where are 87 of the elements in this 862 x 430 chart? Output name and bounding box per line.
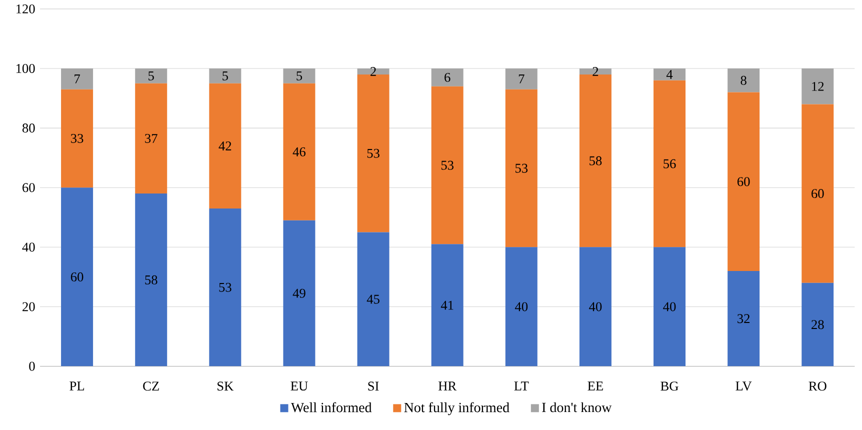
data-label: 2 (370, 66, 376, 76)
x-tick-label: LT (514, 382, 529, 390)
bar (728, 92, 760, 271)
bar (283, 83, 316, 220)
x-tick-label: LV (736, 382, 752, 390)
data-label: 56 (664, 159, 676, 168)
data-label: 42 (218, 141, 232, 150)
bar (283, 220, 316, 366)
data-label: 60 (70, 272, 84, 282)
data-label: 49 (292, 288, 306, 298)
data-label: 40 (663, 302, 676, 312)
data-label: 33 (71, 134, 84, 143)
bar (802, 104, 834, 283)
bar (505, 89, 538, 248)
bar (357, 68, 390, 74)
data-label: 32 (738, 314, 750, 323)
bar (357, 232, 390, 366)
y-tick-label: 60 (22, 182, 35, 192)
x-tick-label: CZ (143, 382, 159, 390)
bar (802, 282, 834, 366)
data-label: 7 (74, 74, 80, 84)
bar (654, 80, 686, 248)
bar (431, 68, 464, 86)
bar (505, 68, 538, 90)
bar (431, 86, 464, 244)
data-label: 12 (812, 82, 824, 91)
bar (579, 74, 612, 248)
y-tick-label: 20 (22, 302, 35, 312)
bar (579, 247, 612, 366)
data-label: 28 (812, 320, 824, 329)
data-label: 40 (514, 302, 528, 312)
bar (802, 68, 834, 104)
data-label: 53 (219, 282, 232, 292)
bar (209, 83, 242, 208)
bar (728, 270, 760, 366)
data-label: 46 (292, 147, 306, 156)
data-label: 5 (222, 71, 228, 80)
data-label: 58 (145, 275, 158, 284)
y-tick-label: 120 (16, 4, 35, 14)
data-label: 7 (518, 74, 524, 84)
data-label: 41 (440, 300, 454, 310)
y-tick-label: 0 (29, 362, 35, 371)
data-label: 58 (590, 156, 602, 166)
x-tick-label: RO (808, 382, 826, 390)
y-tick-label: 40 (22, 242, 35, 252)
bar (728, 68, 760, 92)
x-tick-label: SI (368, 382, 379, 390)
bar (61, 89, 94, 188)
data-label: 2 (592, 66, 598, 76)
data-label: 8 (740, 76, 746, 85)
bar (357, 74, 390, 232)
bar (61, 68, 94, 90)
bar (431, 244, 464, 366)
bar (579, 68, 612, 74)
bar (209, 68, 242, 84)
x-tick-label: EU (290, 382, 308, 390)
bar (654, 247, 686, 366)
legend-label: Well informed (290, 402, 372, 412)
data-label: 40 (589, 302, 602, 312)
data-label: 37 (145, 134, 158, 143)
legend-label: Not fully informed (404, 402, 510, 415)
data-label: 4 (666, 70, 673, 79)
data-label: 45 (366, 294, 380, 304)
data-label: 5 (148, 71, 154, 80)
y-tick-label: 100 (16, 64, 35, 73)
data-label: 53 (441, 160, 454, 170)
bar (61, 187, 94, 366)
bar (654, 68, 686, 80)
data-label: 60 (737, 177, 750, 186)
bar (135, 193, 168, 366)
x-tick-label: EE (588, 382, 603, 390)
bar (505, 247, 538, 366)
legend-label: I don't know (542, 402, 612, 412)
x-tick-label: PL (70, 382, 84, 390)
data-label: 5 (296, 71, 302, 80)
bar (283, 68, 316, 84)
bar (135, 68, 168, 84)
bar (135, 83, 168, 194)
data-label: 6 (444, 72, 450, 82)
x-tick-label: SK (218, 382, 234, 390)
data-label: 53 (367, 148, 380, 158)
data-label: 53 (516, 164, 528, 173)
bar (209, 208, 242, 366)
data-label: 60 (812, 188, 824, 198)
y-tick-label: 80 (22, 123, 35, 132)
x-tick-label: HR (438, 382, 457, 390)
x-tick-label: BG (660, 382, 678, 390)
